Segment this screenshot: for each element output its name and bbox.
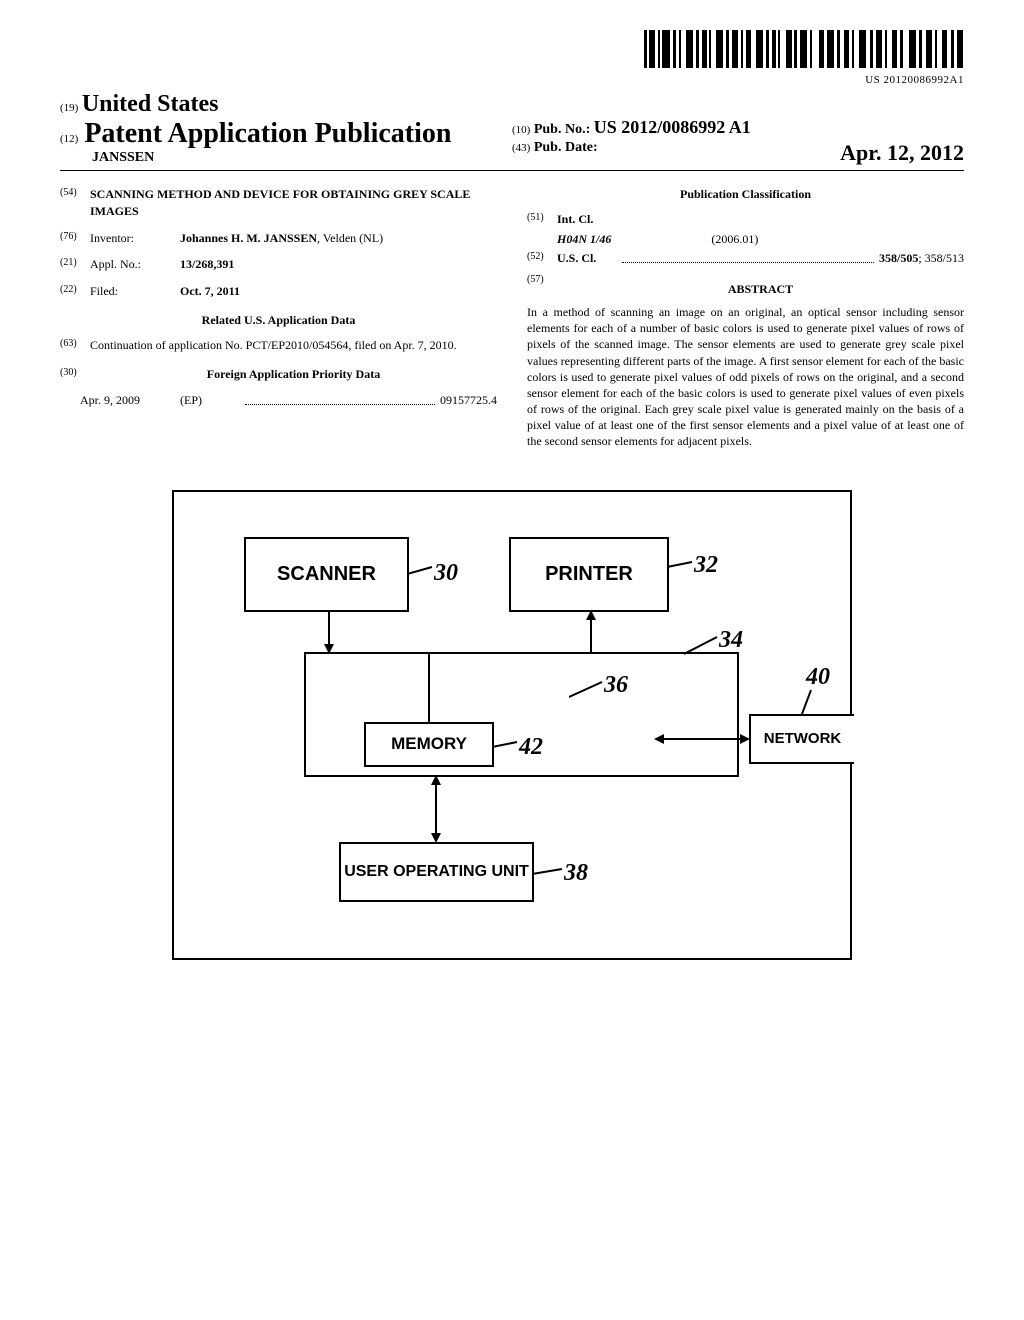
intcl-code: (51) — [527, 211, 557, 228]
fig-box-printer: PRINTER — [509, 537, 669, 612]
priority-country: (EP) — [180, 392, 240, 409]
uscl-label: U.S. Cl. — [557, 250, 617, 267]
fig-connector — [422, 652, 436, 725]
fig-connector — [322, 610, 336, 655]
intcl-value: H04N 1/46 — [557, 231, 611, 248]
intcl-version: (2006.01) — [711, 231, 758, 248]
priority-number: 09157725.4 — [440, 392, 497, 409]
header-left: (19) United States (12) Patent Applicati… — [60, 91, 512, 166]
fig-ref-34: 34 — [719, 627, 743, 654]
inventor-label: Inventor: — [90, 230, 180, 247]
related-code: (63) — [60, 337, 90, 354]
barcode-number: US 20120086992A1 — [60, 74, 964, 86]
fig-box-user-unit: USER OPERATING UNIT — [339, 842, 534, 902]
fig-ref-42: 42 — [519, 734, 543, 761]
pub-date-value: Apr. 12, 2012 — [840, 140, 964, 166]
fig-ref-32: 32 — [694, 552, 718, 579]
abstract-code: (57) — [527, 273, 557, 298]
title-text: SCANNING METHOD AND DEVICE FOR OBTAINING… — [90, 186, 497, 220]
filed-label: Filed: — [90, 283, 180, 300]
fig-ref-40: 40 — [806, 664, 830, 691]
related-heading: Related U.S. Application Data — [60, 312, 497, 329]
fig-connector — [654, 732, 752, 746]
fig-box-network: NETWORK — [749, 714, 854, 764]
inventor-name-text: Johannes H. M. JANSSEN — [180, 231, 317, 245]
abstract-text: In a method of scanning an image on an o… — [527, 304, 964, 450]
pub-no-label: Pub. No.: — [534, 122, 590, 137]
priority-dots — [245, 392, 435, 405]
header-row: (19) United States (12) Patent Applicati… — [60, 91, 964, 171]
uscl-rest: ; 358/513 — [918, 251, 964, 265]
fig-user-unit-label: USER OPERATING UNIT — [344, 863, 529, 881]
author-name: JANSSEN — [92, 150, 512, 166]
abstract-heading: ABSTRACT — [557, 281, 964, 298]
fig-printer-label: PRINTER — [545, 563, 633, 586]
header-right: (10) Pub. No.: US 2012/0086992 A1 (43) P… — [512, 117, 964, 166]
appl-value: 13/268,391 — [180, 256, 497, 273]
pub-type-code: (12) — [60, 133, 78, 145]
inventor-code: (76) — [60, 230, 90, 247]
fig-ref-30: 30 — [434, 560, 458, 587]
uscl-bold: 358/505 — [879, 251, 918, 265]
inventor-loc: Velden (NL) — [323, 231, 383, 245]
fig-box-scanner: SCANNER — [244, 537, 409, 612]
classification-heading: Publication Classification — [527, 186, 964, 203]
title-code: (54) — [60, 186, 90, 220]
fig-scanner-label: SCANNER — [277, 563, 376, 586]
fig-memory-label: MEMORY — [391, 734, 467, 754]
right-column: Publication Classification (51) Int. Cl.… — [527, 186, 964, 450]
barcode-graphic — [644, 30, 964, 72]
pub-date-label: Pub. Date: — [534, 140, 598, 155]
figure-frame: SCANNER 30 PRINTER 32 34 MEMORY 42 36 NE… — [172, 490, 852, 960]
priority-date: Apr. 9, 2009 — [80, 392, 180, 409]
left-column: (54) SCANNING METHOD AND DEVICE FOR OBTA… — [60, 186, 497, 450]
figure-area: SCANNER 30 PRINTER 32 34 MEMORY 42 36 NE… — [60, 490, 964, 960]
content-columns: (54) SCANNING METHOD AND DEVICE FOR OBTA… — [60, 186, 964, 450]
related-text: Continuation of application No. PCT/EP20… — [90, 337, 457, 354]
fig-box-memory: MEMORY — [364, 722, 494, 767]
uscl-value: 358/505; 358/513 — [879, 250, 964, 267]
country-code: (19) — [60, 102, 78, 114]
fig-connector — [584, 610, 598, 655]
inventor-value: Johannes H. M. JANSSEN, Velden (NL) — [180, 230, 497, 247]
fig-connector — [429, 775, 443, 787]
country-name: United States — [82, 91, 219, 117]
pub-date-code: (43) — [512, 142, 530, 154]
fig-ref-36: 36 — [604, 672, 628, 699]
appl-code: (21) — [60, 256, 90, 273]
pub-no-code: (10) — [512, 124, 530, 136]
barcode-section: US 20120086992A1 — [60, 30, 964, 86]
appl-label: Appl. No.: — [90, 256, 180, 273]
uscl-code: (52) — [527, 250, 557, 267]
foreign-code: (30) — [60, 366, 90, 383]
filed-value: Oct. 7, 2011 — [180, 283, 497, 300]
fig-network-label: NETWORK — [764, 730, 842, 747]
fig-ref-38: 38 — [564, 860, 588, 887]
foreign-heading: Foreign Application Priority Data — [90, 366, 497, 383]
pub-type: Patent Application Publication — [84, 118, 451, 150]
pub-no-value: US 2012/0086992 A1 — [594, 117, 751, 137]
intcl-label: Int. Cl. — [557, 211, 617, 228]
filed-code: (22) — [60, 283, 90, 300]
uscl-dots — [622, 250, 874, 263]
